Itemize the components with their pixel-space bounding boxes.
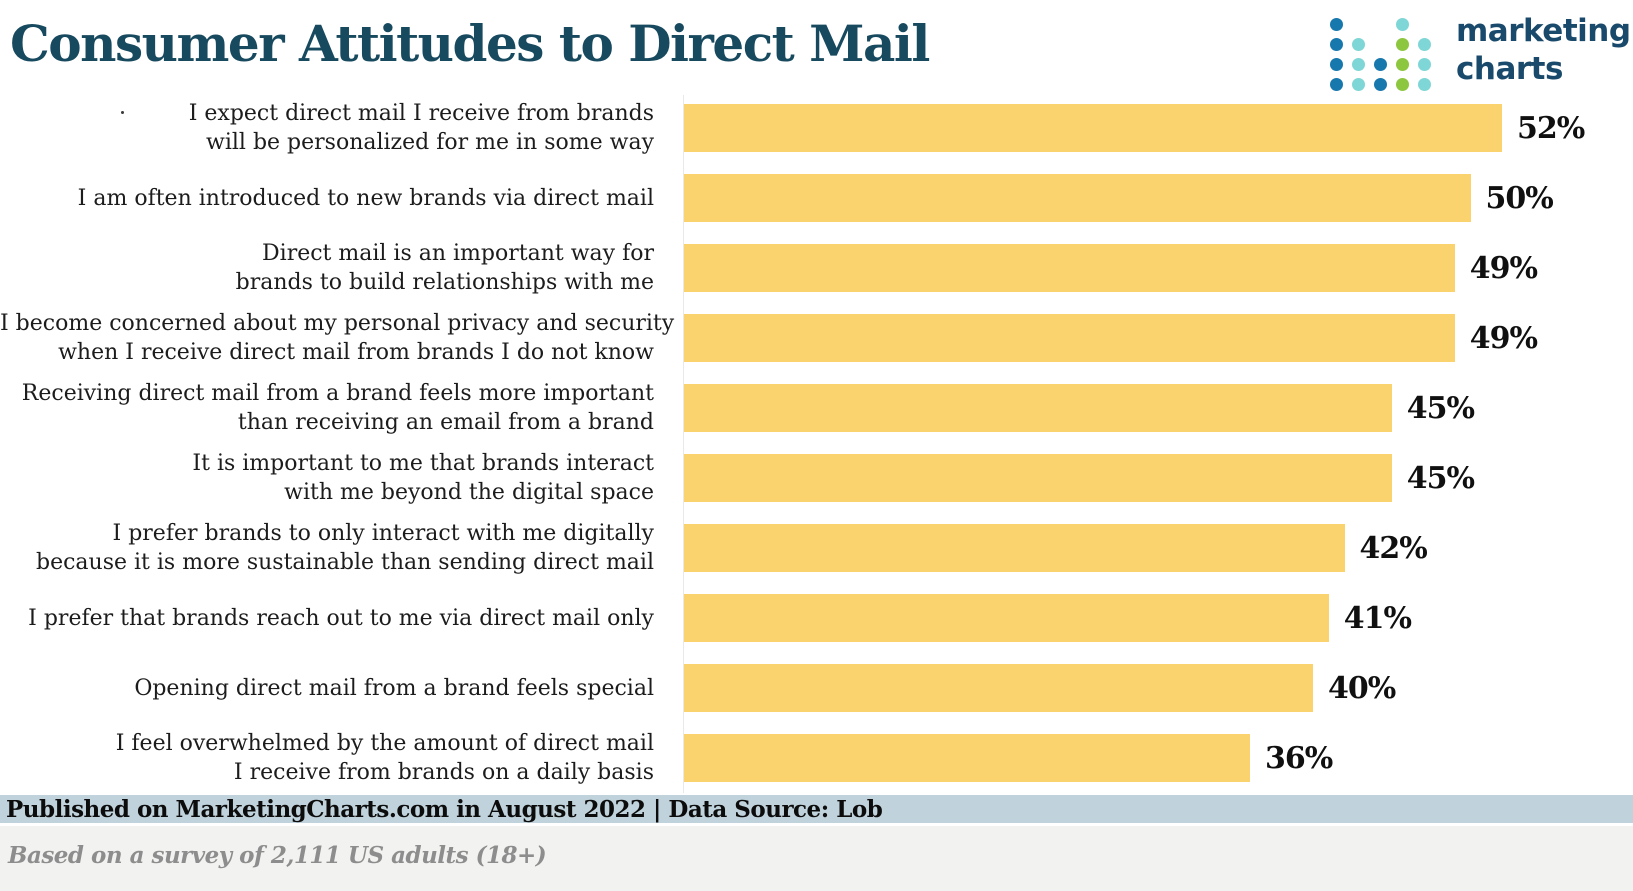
bar-value-label: 49% bbox=[1469, 250, 1538, 286]
bar-category-label: I expect direct mail I receive from bran… bbox=[188, 101, 654, 155]
chart-row: Opening direct mail from a brand feels s… bbox=[0, 653, 1633, 723]
chart-row: I expect direct mail I receive from bran… bbox=[0, 93, 1633, 163]
chart-row: Receiving direct mail from a brand feels… bbox=[0, 373, 1633, 443]
bar-value-label: 41% bbox=[1343, 600, 1412, 636]
axis-line bbox=[683, 95, 684, 793]
logo-dot-icon bbox=[1352, 38, 1365, 51]
logo-dot-icon bbox=[1330, 58, 1343, 71]
logo-dot-icon bbox=[1396, 58, 1409, 71]
chart-row: I prefer that brands reach out to me via… bbox=[0, 583, 1633, 653]
bar-value-label: 45% bbox=[1406, 460, 1475, 496]
logo-text-line2: charts bbox=[1456, 51, 1563, 87]
bar-value-label: 42% bbox=[1359, 530, 1428, 566]
bar bbox=[683, 664, 1313, 712]
logo-dot-icon bbox=[1374, 78, 1387, 91]
chart-row: It is important to me that brands intera… bbox=[0, 443, 1633, 513]
logo-dots-icon bbox=[1330, 18, 1440, 98]
chart-row: I prefer brands to only interact with me… bbox=[0, 513, 1633, 583]
bar bbox=[683, 314, 1455, 362]
marketingcharts-logo: marketing charts bbox=[1330, 12, 1631, 98]
bar-category-label: I prefer that brands reach out to me via… bbox=[28, 605, 654, 631]
logo-wordmark: marketing charts bbox=[1456, 12, 1631, 88]
logo-dot-icon bbox=[1396, 38, 1409, 51]
bar bbox=[683, 524, 1345, 572]
bar-value-label: 52% bbox=[1517, 110, 1585, 146]
chart-row: Direct mail is an important way for brand… bbox=[0, 233, 1633, 303]
chart-row: I feel overwhelmed by the amount of dire… bbox=[0, 723, 1633, 793]
bar-category-label: Direct mail is an important way for brand… bbox=[235, 241, 654, 295]
bar bbox=[683, 454, 1392, 502]
bar bbox=[683, 384, 1392, 432]
bar-value-label: 45% bbox=[1406, 390, 1475, 426]
bar bbox=[683, 244, 1455, 292]
logo-text-line1: marketing bbox=[1456, 13, 1631, 49]
logo-dot-icon bbox=[1330, 78, 1343, 91]
bar-category-label: Receiving direct mail from a brand feels… bbox=[21, 381, 654, 435]
bar-value-label: 50% bbox=[1485, 180, 1554, 216]
logo-dot-icon bbox=[1396, 78, 1409, 91]
survey-note-text: Based on a survey of 2,111 US adults (18… bbox=[8, 842, 547, 869]
stray-dot bbox=[121, 111, 124, 114]
bar bbox=[683, 104, 1502, 152]
chart-rows: I expect direct mail I receive from bran… bbox=[0, 93, 1633, 793]
logo-dot-icon bbox=[1330, 38, 1343, 51]
logo-dot-icon bbox=[1374, 58, 1387, 71]
bar-value-label: 49% bbox=[1469, 320, 1538, 356]
logo-dot-icon bbox=[1418, 38, 1431, 51]
logo-dot-icon bbox=[1396, 18, 1409, 31]
chart-row: I become concerned about my personal pri… bbox=[0, 303, 1633, 373]
logo-dot-icon bbox=[1352, 58, 1365, 71]
page-title: Consumer Attitudes to Direct Mail bbox=[10, 14, 930, 73]
bar-value-label: 36% bbox=[1265, 740, 1333, 776]
bar-category-label: I prefer brands to only interact with me… bbox=[36, 521, 654, 575]
logo-dot-icon bbox=[1418, 78, 1431, 91]
bar-category-label: It is important to me that brands intera… bbox=[192, 451, 654, 505]
bar bbox=[683, 174, 1471, 222]
chart-row: I am often introduced to new brands via … bbox=[0, 163, 1633, 233]
published-text: Published on MarketingCharts.com in Augu… bbox=[6, 795, 883, 823]
published-band: Published on MarketingCharts.com in Augu… bbox=[0, 795, 1633, 823]
bar-category-label: Opening direct mail from a brand feels s… bbox=[134, 675, 654, 701]
bar-category-label: I am often introduced to new brands via … bbox=[77, 185, 654, 211]
bar-category-label: I feel overwhelmed by the amount of dire… bbox=[115, 731, 654, 785]
survey-note-band: Based on a survey of 2,111 US adults (18… bbox=[0, 826, 1633, 891]
logo-dot-icon bbox=[1418, 58, 1431, 71]
bar bbox=[683, 594, 1329, 642]
logo-dot-icon bbox=[1352, 78, 1365, 91]
bar-chart: I expect direct mail I receive from bran… bbox=[0, 93, 1633, 793]
bar bbox=[683, 734, 1250, 782]
logo-dot-icon bbox=[1330, 18, 1343, 31]
bar-category-label: I become concerned about my personal pri… bbox=[0, 311, 675, 365]
bar-value-label: 40% bbox=[1328, 670, 1396, 706]
